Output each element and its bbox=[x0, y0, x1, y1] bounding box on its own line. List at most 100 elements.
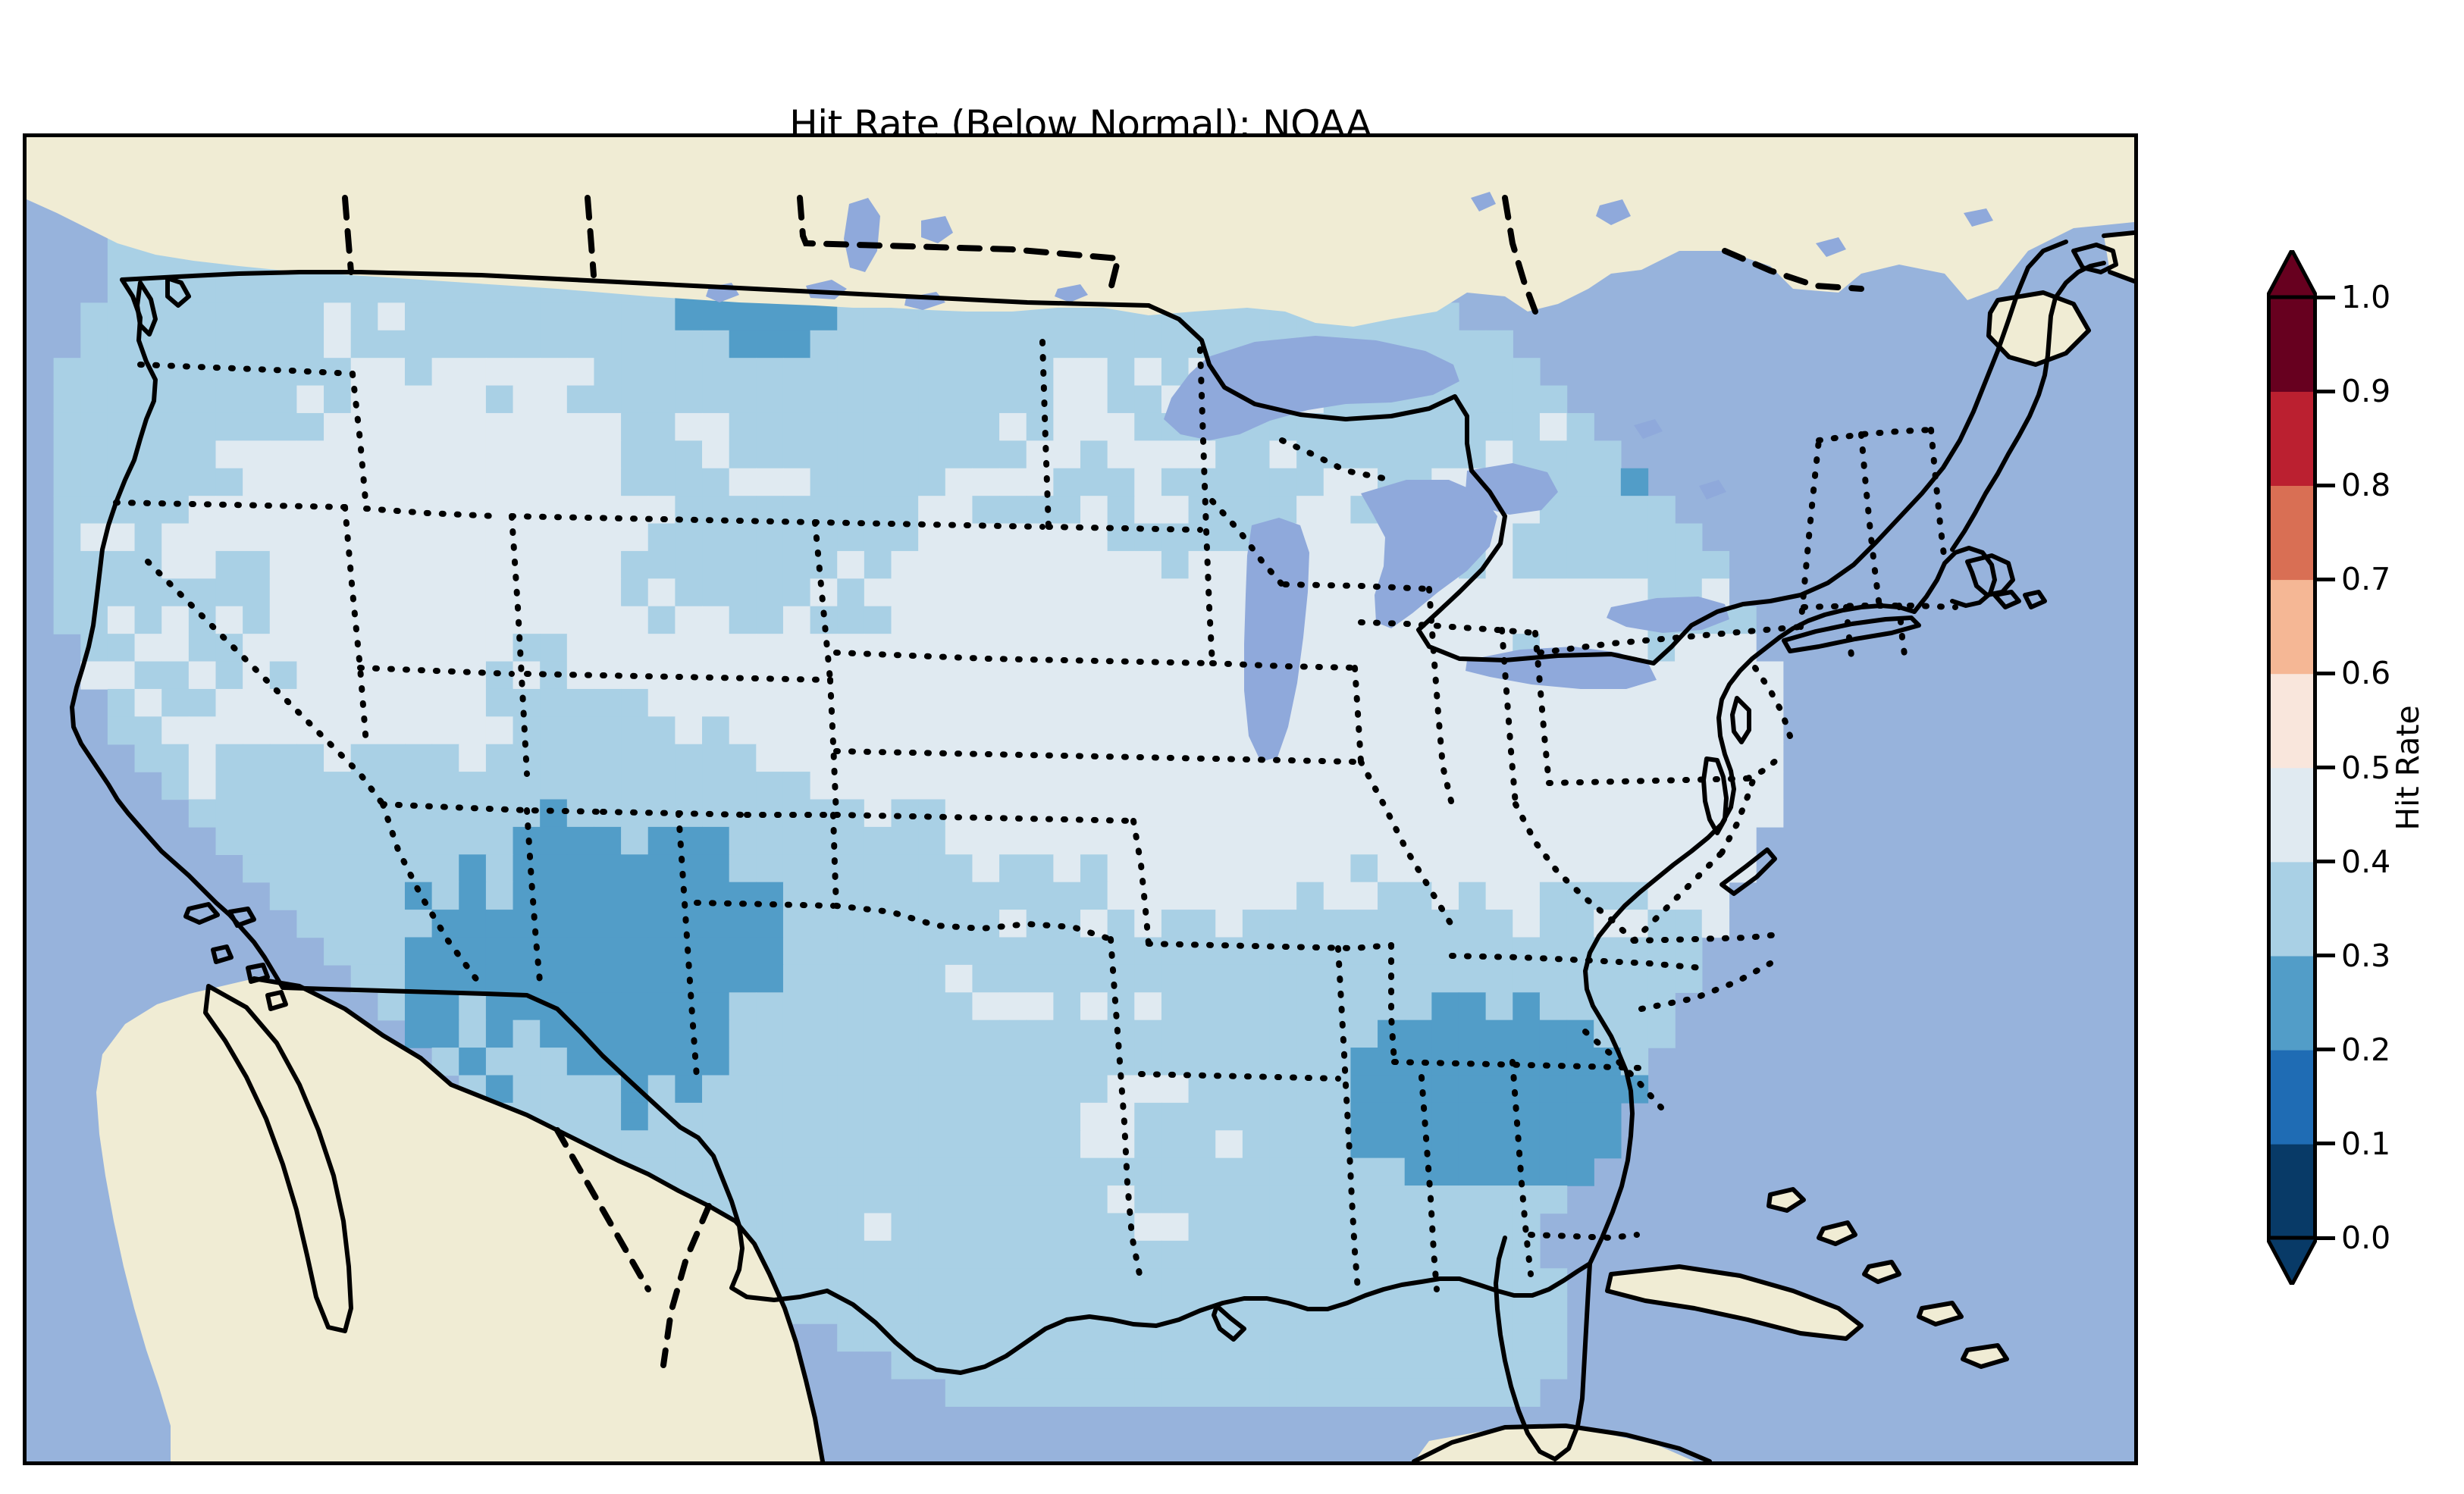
grid-cell bbox=[1431, 1019, 1459, 1048]
grid-cell bbox=[188, 385, 217, 414]
grid-cell bbox=[404, 550, 433, 580]
grid-cell bbox=[1323, 910, 1352, 938]
grid-cell bbox=[1215, 854, 1243, 883]
grid-cell bbox=[972, 385, 1000, 414]
grid-cell bbox=[864, 937, 892, 966]
grid-cell bbox=[1161, 578, 1190, 607]
grid-cell bbox=[1080, 1048, 1108, 1076]
map-axes[interactable] bbox=[23, 133, 2138, 1465]
grid-cell bbox=[1647, 496, 1676, 525]
grid-cell bbox=[296, 634, 324, 662]
grid-cell bbox=[1539, 772, 1568, 800]
grid-cell bbox=[1053, 606, 1081, 634]
grid-cell bbox=[1350, 1130, 1378, 1159]
grid-cell bbox=[837, 1268, 865, 1297]
grid-cell bbox=[513, 1048, 541, 1076]
grid-cell bbox=[1188, 992, 1216, 1021]
grid-cell bbox=[134, 496, 162, 525]
grid-cell bbox=[459, 606, 487, 634]
grid-cell bbox=[1188, 1019, 1216, 1048]
grid-cell bbox=[810, 1295, 838, 1324]
grid-cell bbox=[891, 468, 919, 496]
grid-cell bbox=[675, 578, 703, 607]
grid-cell bbox=[810, 1213, 838, 1242]
grid-cell bbox=[485, 826, 514, 855]
colorbar[interactable] bbox=[2267, 250, 2317, 1285]
grid-cell bbox=[107, 358, 136, 387]
grid-cell bbox=[1269, 1185, 1297, 1214]
grid-cell bbox=[107, 523, 136, 552]
grid-cell bbox=[1485, 1213, 1513, 1242]
grid-cell bbox=[513, 330, 541, 359]
grid-cell bbox=[837, 964, 865, 993]
grid-cell bbox=[999, 606, 1027, 634]
grid-cell bbox=[566, 634, 595, 662]
grid-cell bbox=[1080, 1130, 1108, 1159]
grid-cell bbox=[485, 358, 514, 387]
grid-cell bbox=[1107, 385, 1135, 414]
grid-cell bbox=[243, 302, 271, 331]
grid-cell bbox=[1539, 1102, 1568, 1131]
grid-cell bbox=[1107, 468, 1135, 496]
grid-cell bbox=[161, 496, 190, 525]
grid-cell bbox=[782, 578, 811, 607]
grid-cell bbox=[810, 578, 838, 607]
grid-cell bbox=[1647, 882, 1676, 910]
grid-cell bbox=[972, 661, 1000, 690]
grid-cell bbox=[1539, 523, 1568, 552]
grid-cell bbox=[350, 854, 379, 883]
grid-cell bbox=[324, 772, 352, 800]
grid-cell bbox=[1161, 1351, 1190, 1380]
grid-cell bbox=[1053, 1185, 1081, 1214]
grid-cell bbox=[945, 1213, 973, 1242]
map-heatmap[interactable] bbox=[27, 137, 2134, 1461]
grid-cell bbox=[1594, 1102, 1622, 1131]
grid-cell bbox=[404, 468, 433, 496]
grid-cell bbox=[999, 716, 1027, 745]
grid-cell bbox=[1215, 910, 1243, 938]
grid-cell bbox=[864, 910, 892, 938]
grid-cell bbox=[404, 992, 433, 1021]
grid-cell bbox=[1620, 523, 1649, 552]
grid-cell bbox=[999, 992, 1027, 1021]
grid-cell bbox=[1647, 826, 1676, 855]
grid-cell bbox=[864, 412, 892, 442]
grid-cell bbox=[729, 330, 757, 359]
grid-cell bbox=[1080, 1157, 1108, 1186]
grid-cell bbox=[459, 854, 487, 883]
grid-cell bbox=[918, 1157, 946, 1186]
grid-cell bbox=[378, 910, 406, 938]
grid-cell bbox=[243, 688, 271, 718]
grid-cell bbox=[729, 688, 757, 718]
grid-cell bbox=[243, 772, 271, 800]
grid-cell bbox=[594, 385, 622, 414]
grid-cell bbox=[1296, 744, 1324, 772]
grid-cell bbox=[161, 330, 190, 359]
grid-cell bbox=[1378, 772, 1406, 800]
grid-cell bbox=[1296, 1213, 1324, 1242]
grid-cell bbox=[1053, 882, 1081, 910]
grid-cell bbox=[1188, 1240, 1216, 1269]
grid-cell bbox=[1107, 772, 1135, 800]
grid-cell bbox=[729, 385, 757, 414]
grid-cell bbox=[1188, 1185, 1216, 1214]
grid-cell bbox=[1161, 1157, 1190, 1186]
grid-cell bbox=[1350, 1019, 1378, 1048]
grid-cell bbox=[999, 468, 1027, 496]
grid-cell bbox=[566, 1102, 595, 1131]
grid-cell bbox=[1729, 744, 1757, 772]
grid-cell bbox=[1188, 1075, 1216, 1104]
grid-cell bbox=[1188, 1268, 1216, 1297]
grid-cell bbox=[1242, 1323, 1271, 1352]
grid-cell bbox=[945, 1019, 973, 1048]
grid-cell bbox=[864, 358, 892, 387]
grid-cell bbox=[1242, 1157, 1271, 1186]
grid-cell bbox=[1458, 799, 1487, 828]
grid-cell bbox=[1080, 688, 1108, 718]
colorbar-tick-mark bbox=[2317, 954, 2335, 958]
grid-cell bbox=[1296, 468, 1324, 496]
grid-cell bbox=[1566, 412, 1594, 442]
grid-cell bbox=[1134, 688, 1162, 718]
grid-cell bbox=[1404, 1323, 1433, 1352]
